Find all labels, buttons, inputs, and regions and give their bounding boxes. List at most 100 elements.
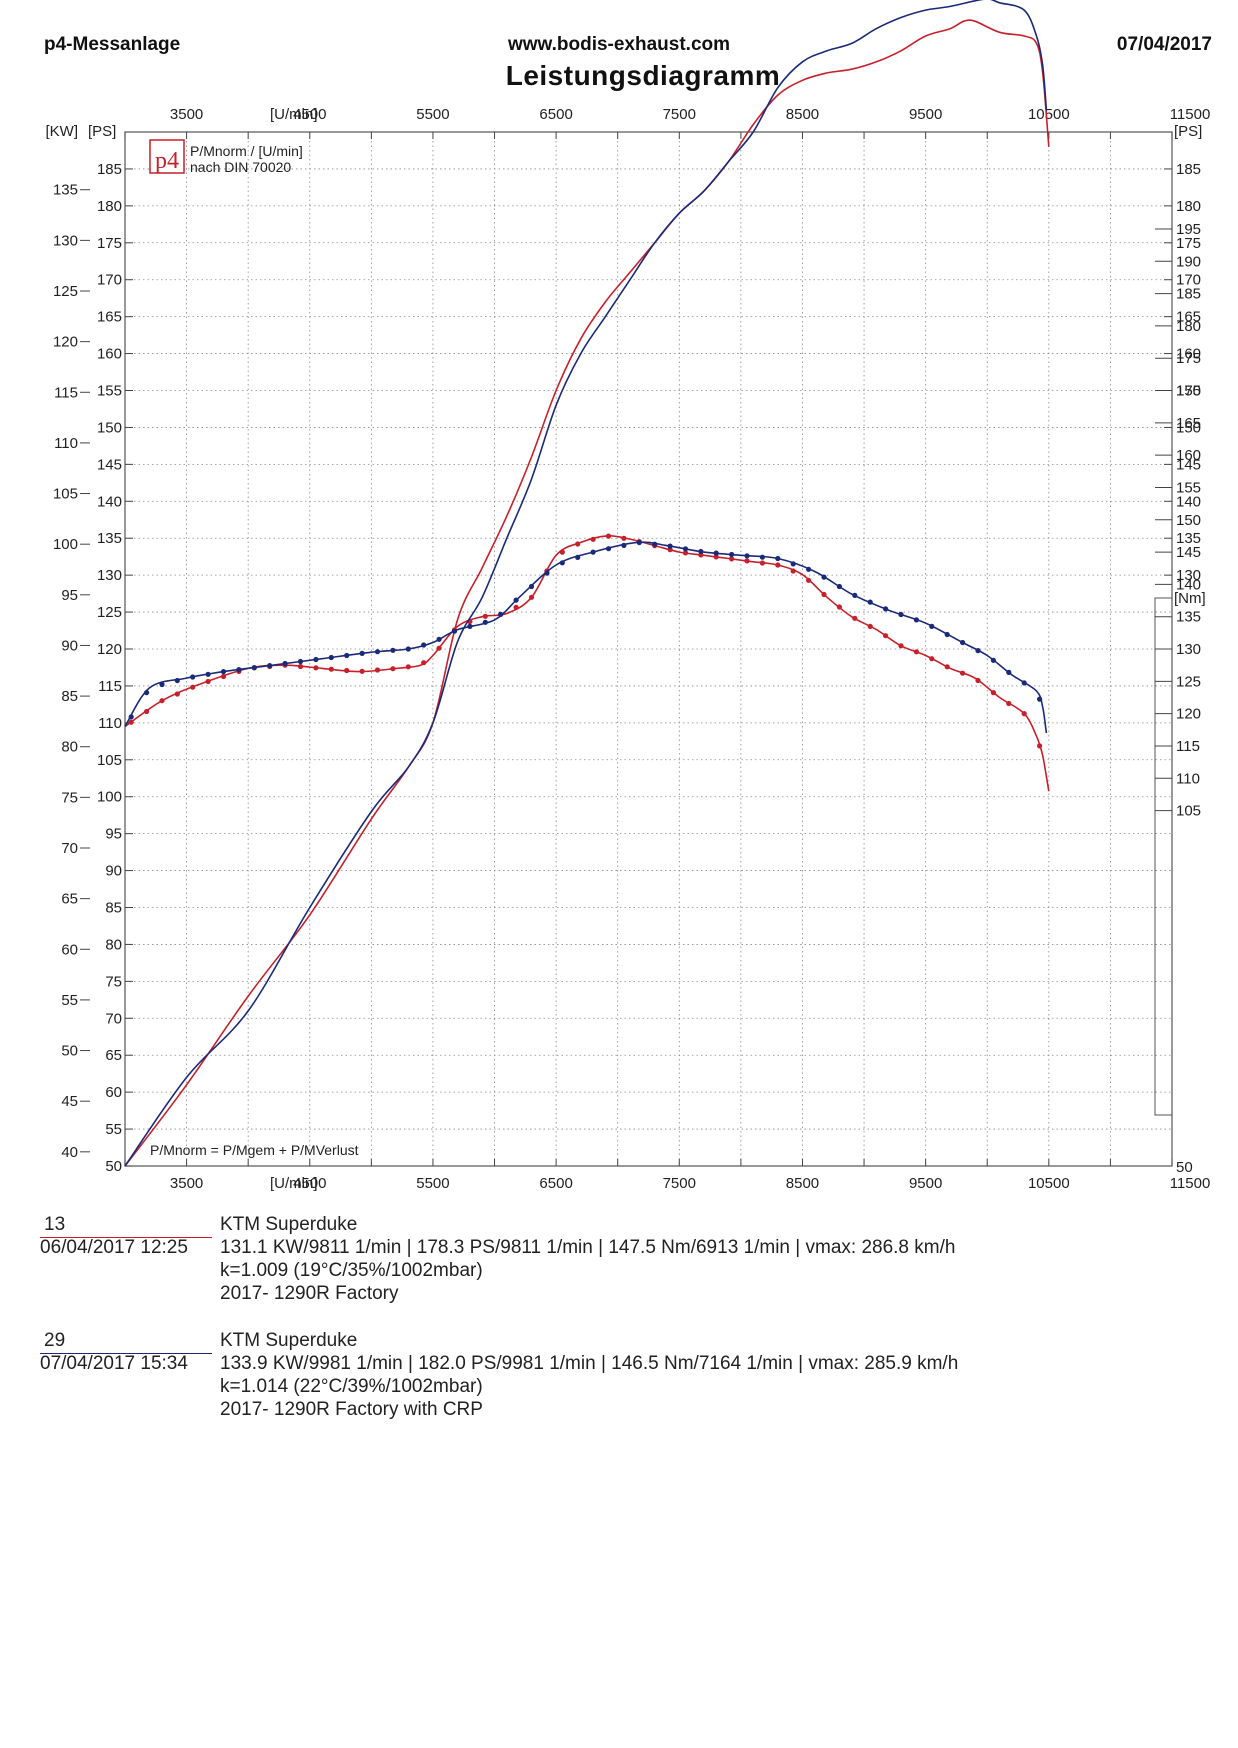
ps-right-tick-label: 160 <box>1176 346 1201 363</box>
torque-marker <box>174 677 180 684</box>
run-description: 2017- 1290R Factory with CRP <box>220 1399 483 1420</box>
torque-marker <box>852 592 858 599</box>
ps-tick-label: 130 <box>97 567 122 584</box>
ps-tick-label: 185 <box>97 161 122 178</box>
torque-curve-29 <box>124 541 1048 734</box>
torque-marker <box>929 623 935 630</box>
torque-marker <box>190 684 196 690</box>
kw-tick-label: 135 <box>53 182 78 199</box>
x-axis-unit-top: [U/min] <box>270 106 318 123</box>
nm-tick-label: 160 <box>1176 447 1201 464</box>
torque-marker <box>821 574 827 580</box>
torque-marker <box>867 623 873 630</box>
nm-tick-label: 125 <box>1176 673 1201 690</box>
nm-tick-label: 195 <box>1176 221 1201 238</box>
torque-marker <box>513 604 519 611</box>
kw-tick-label: 65 <box>61 891 78 908</box>
nm-tick-label: 180 <box>1176 318 1201 335</box>
torque-marker <box>297 658 304 665</box>
torque-marker <box>390 647 396 653</box>
x-tick-label-bottom: 11500 <box>1170 1175 1211 1192</box>
torque-marker <box>806 566 812 572</box>
torque-marker <box>990 690 997 696</box>
torque-marker <box>590 536 596 542</box>
torque-marker <box>328 666 334 672</box>
torque-marker <box>729 551 735 558</box>
ps-tick-label: 120 <box>97 641 122 658</box>
torque-marker <box>251 665 257 671</box>
torque-marker <box>436 645 442 651</box>
torque-marker <box>975 677 981 684</box>
torque-marker <box>159 698 165 704</box>
torque-marker <box>144 708 150 715</box>
torque-marker <box>883 633 889 639</box>
ps-right-tick-label: 130 <box>1176 567 1201 584</box>
torque-marker <box>852 615 858 621</box>
torque-marker <box>621 542 627 549</box>
kw-tick-label: 120 <box>53 334 78 351</box>
kw-tick-label: 70 <box>61 840 78 857</box>
torque-marker <box>421 642 427 648</box>
kw-tick-label: 50 <box>61 1043 78 1060</box>
torque-marker <box>883 606 889 612</box>
torque-marker <box>498 611 504 617</box>
ps-right-tick-label: 185 <box>1176 161 1201 178</box>
ps-tick-label: 80 <box>105 936 122 953</box>
torque-marker <box>513 597 519 603</box>
nm-tick-label: 140 <box>1176 576 1201 593</box>
torque-marker <box>374 667 381 673</box>
torque-marker <box>944 664 950 670</box>
run-conditions: k=1.009 (19°C/35%/1002mbar) <box>220 1260 483 1281</box>
torque-marker <box>575 541 581 547</box>
ps-tick-label: 140 <box>97 493 122 510</box>
torque-marker <box>713 550 719 556</box>
torque-marker <box>744 553 750 559</box>
torque-marker <box>528 583 535 590</box>
ps-right-tick-label: 180 <box>1176 198 1201 215</box>
torque-marker <box>836 583 843 590</box>
kw-tick-label: 125 <box>53 283 78 300</box>
torque-marker <box>605 533 612 539</box>
x-tick-label-top: 8500 <box>786 106 819 123</box>
x-tick-label-bottom: 6500 <box>539 1175 572 1192</box>
ps-right-tick-label: 165 <box>1176 309 1201 326</box>
x-tick-label-top: 6500 <box>539 106 572 123</box>
torque-marker <box>344 667 350 674</box>
torque-marker <box>205 678 211 685</box>
x-tick-label-bottom: 4500 <box>293 1175 326 1192</box>
x-tick-label-bottom: 9500 <box>909 1175 942 1192</box>
torque-marker <box>867 599 873 605</box>
torque-marker <box>405 664 411 670</box>
torque-marker <box>344 652 350 659</box>
ps-tick-label: 95 <box>105 826 122 843</box>
ps-tick-label: 55 <box>105 1121 122 1138</box>
torque-marker <box>605 546 612 552</box>
x-tick-label-top: 5500 <box>416 106 449 123</box>
axes: 3500 3500 4500 4500 5500 5500 6500 6500 7500 7500… <box>53 106 1210 1192</box>
torque-marker <box>267 663 273 669</box>
torque-marker <box>1021 711 1027 717</box>
nm-tick-label: 185 <box>1176 286 1201 303</box>
torque-marker <box>944 631 950 638</box>
kw-tick-label: 115 <box>54 384 78 401</box>
ps-right-tick-label: 135 <box>1176 530 1201 547</box>
x-tick-label-top: 4500 <box>293 106 326 123</box>
x-tick-label-top: 11500 <box>1170 106 1211 123</box>
kw-tick-label: 80 <box>61 739 78 756</box>
ps-tick-label: 165 <box>97 309 122 326</box>
grid <box>124 132 1173 1167</box>
nm-axis-bottom-label: 50 <box>1176 1159 1193 1176</box>
kw-tick-label: 105 <box>53 486 78 503</box>
torque-marker <box>790 568 796 574</box>
torque-marker <box>482 613 488 619</box>
nm-tick-label: 130 <box>1176 641 1201 658</box>
report-date: 07/04/2017 <box>1116 34 1212 55</box>
kw-tick-label: 110 <box>54 435 78 452</box>
run-stats: 131.1 KW/9811 1/min | 178.3 PS/9811 1/mi… <box>220 1237 956 1258</box>
power-curve-29 <box>124 0 1048 1167</box>
run-number: 13 <box>44 1214 66 1235</box>
nm-tick-label: 105 <box>1176 803 1201 820</box>
torque-marker <box>451 628 458 634</box>
ps-tick-label: 85 <box>105 900 122 917</box>
nm-tick-label: 115 <box>1176 738 1200 755</box>
